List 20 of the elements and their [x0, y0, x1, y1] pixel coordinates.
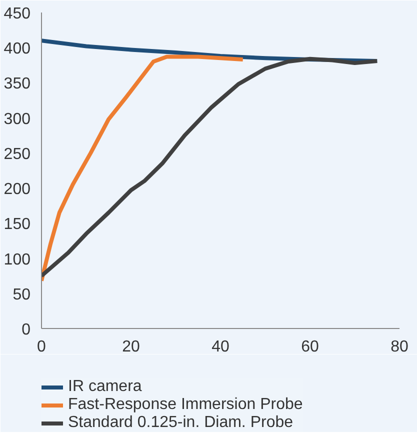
legend-label: Fast-Response Immersion Probe	[68, 396, 303, 414]
x-tick-label: 60	[301, 338, 319, 356]
x-tick-label: 20	[122, 338, 140, 356]
line-series	[42, 54, 245, 283]
y-tick-label: 0	[22, 322, 31, 338]
x-tick-label: 80	[390, 338, 408, 356]
y-tick-label: 400	[4, 40, 31, 58]
y-tick-label: 250	[4, 146, 31, 163]
x-tick-label: 40	[212, 338, 230, 356]
y-tick-label: 300	[4, 110, 31, 128]
y-tick-label: 150	[4, 216, 31, 234]
legend-label: Standard 0.125-in. Diam. Probe	[68, 414, 294, 432]
y-tick-label: 200	[4, 181, 31, 198]
y-tick-label: 350	[4, 76, 31, 93]
y-tick-label: 450	[4, 6, 31, 22]
line-series	[42, 56, 380, 278]
y-tick-label: 50	[12, 286, 31, 304]
x-tick-label: 0	[37, 338, 46, 356]
legend-label: IR camera	[68, 378, 142, 396]
y-tick-label: 100	[4, 251, 31, 268]
